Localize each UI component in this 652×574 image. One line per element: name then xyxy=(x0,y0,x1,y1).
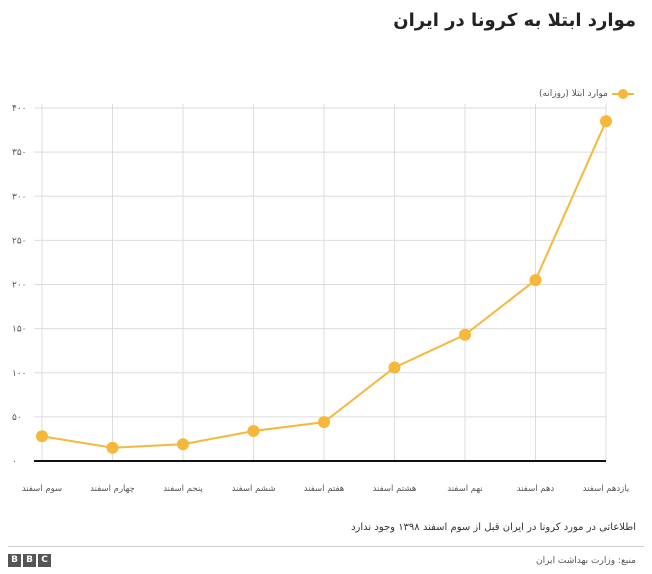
x-tick-label: هفتم اسفند xyxy=(304,484,345,494)
legend-marker xyxy=(612,88,634,100)
x-tick-label: پنجم اسفند xyxy=(163,484,203,494)
y-tick-label: ۱۵۰ xyxy=(12,325,27,335)
divider xyxy=(8,546,644,547)
x-tick-label: ششم اسفند xyxy=(232,484,276,494)
y-tick-label: ۵۰ xyxy=(12,413,22,423)
line-chart: ۰ ۵۰ ۱۰۰ ۱۵۰ ۲۰۰ ۲۵۰ ۳۰۰ ۳۵۰ ۴۰۰ سوم اسفند چهارم … xyxy=(12,104,630,494)
footnote: اطلاعاتی در مورد کرونا در ایران قبل از س… xyxy=(351,522,636,533)
bbc-logo: B B C xyxy=(8,554,51,567)
x-tick-label: نهم اسفند xyxy=(447,484,482,494)
y-tick-label: ۲۵۰ xyxy=(12,236,27,246)
series xyxy=(36,115,612,454)
legend: موارد ابتلا (روزانه) xyxy=(539,88,634,100)
data-point xyxy=(318,416,330,429)
logo-letter: B xyxy=(8,554,21,567)
data-point xyxy=(600,115,612,128)
y-tick-label: ۰ xyxy=(12,457,17,467)
data-point xyxy=(177,438,189,451)
data-point xyxy=(529,274,542,287)
data-point xyxy=(459,328,471,341)
data-point xyxy=(388,361,401,374)
x-tick-label: دهم اسفند xyxy=(517,484,555,494)
legend-label: موارد ابتلا (روزانه) xyxy=(538,89,608,99)
y-tick-label: ۲۰۰ xyxy=(12,281,27,291)
y-tick-label: ۱۰۰ xyxy=(12,369,27,379)
y-tick-label: ۴۰۰ xyxy=(12,104,27,114)
data-point xyxy=(36,430,48,443)
data-point xyxy=(247,424,260,437)
data-point xyxy=(106,441,119,454)
y-tick-label: ۳۰۰ xyxy=(12,192,27,202)
logo-letter: B xyxy=(23,554,36,567)
y-tick-label: ۳۵۰ xyxy=(12,148,27,158)
logo-letter: C xyxy=(38,554,51,567)
y-tick-labels: ۰ ۵۰ ۱۰۰ ۱۵۰ ۲۰۰ ۲۵۰ ۳۰۰ ۳۵۰ ۴۰۰ xyxy=(12,104,27,467)
chart-title: موارد ابتلا به کرونا در ایران xyxy=(393,10,636,31)
source-note: منبع: وزارت بهداشت ایران xyxy=(535,556,636,566)
x-tick-label: هشتم اسفند xyxy=(373,484,417,494)
x-tick-label: چهارم اسفند xyxy=(90,484,135,494)
x-tick-label: یازدهم اسفند xyxy=(583,484,630,494)
x-tick-label: سوم اسفند xyxy=(22,484,62,494)
grid-lines xyxy=(34,104,607,461)
x-tick-labels: سوم اسفند چهارم اسفند پنجم اسفند ششم اسفند ه… xyxy=(22,484,630,494)
